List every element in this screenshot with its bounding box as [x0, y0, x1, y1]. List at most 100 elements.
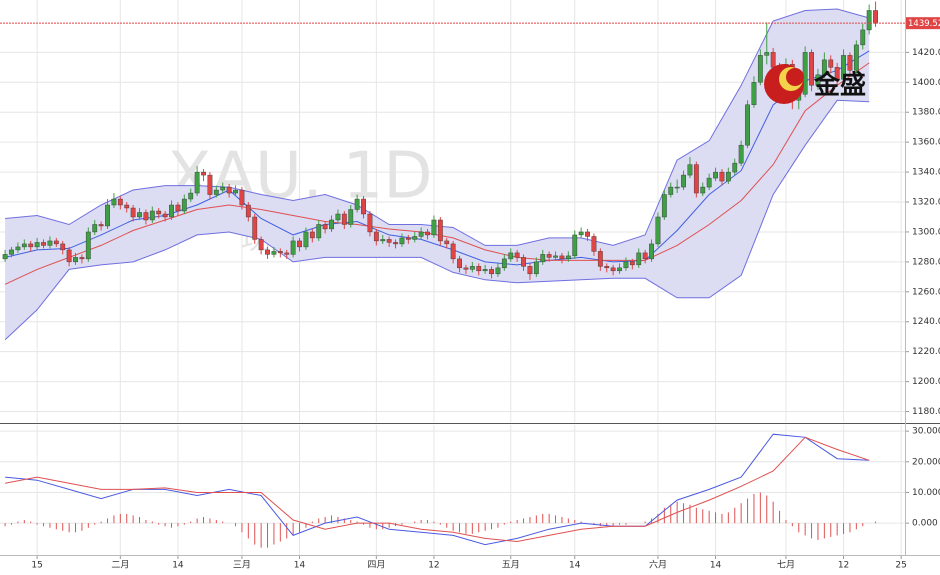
candle-body	[546, 254, 552, 258]
candle-body	[437, 219, 443, 242]
candle-body	[284, 252, 290, 255]
candle-body	[373, 231, 379, 242]
candle-body	[495, 267, 501, 275]
candle-body	[105, 204, 110, 227]
candle-body	[489, 269, 494, 275]
candle-body	[156, 210, 162, 215]
candle-body	[335, 213, 341, 221]
candle-body	[169, 204, 174, 218]
candle-body	[841, 55, 846, 80]
candle-body	[757, 55, 763, 83]
candle-body	[329, 219, 334, 230]
candle-body	[700, 186, 706, 194]
candle-body	[316, 224, 322, 239]
candle-body	[92, 224, 98, 233]
candle-body	[79, 257, 85, 260]
last-price-box	[906, 17, 940, 30]
candle-body	[386, 239, 392, 243]
x-tick-label: 14	[172, 561, 184, 571]
candle-body	[533, 261, 539, 275]
x-tick-label: 14	[710, 561, 722, 571]
candle-body	[764, 52, 770, 56]
candle-body	[828, 59, 834, 68]
y-tick-label: 1420.00	[912, 48, 940, 58]
candle-body	[527, 266, 533, 275]
candle-body	[514, 252, 520, 258]
y-tick-label: 1380.00	[912, 108, 940, 118]
candle-body	[431, 219, 437, 236]
candle-body	[277, 251, 283, 254]
candle-body	[444, 240, 450, 245]
candle-body	[290, 240, 296, 255]
band-upper	[5, 8, 870, 246]
candle-body	[322, 224, 328, 230]
candle-body	[501, 258, 507, 269]
y-tick-label: 1400.00	[912, 78, 940, 88]
candle-body	[655, 216, 661, 245]
candle-body	[809, 52, 814, 86]
candle-body	[73, 257, 78, 263]
candle-body	[399, 237, 405, 245]
candle-body	[482, 269, 488, 272]
candle-body	[418, 231, 424, 237]
candle-body	[815, 74, 821, 86]
x-tick-label: 六月	[649, 559, 667, 571]
moving-average	[4, 62, 870, 285]
y-tick-label: 1340.00	[912, 168, 940, 178]
candle-body	[85, 231, 91, 260]
candle-body	[802, 52, 808, 95]
candle-body	[245, 204, 251, 218]
candle-body	[725, 171, 731, 182]
band-fill	[5, 9, 870, 340]
candle-body	[732, 162, 738, 173]
y-tick-label: 0.000	[912, 519, 938, 529]
candle-body	[617, 267, 622, 272]
candle-body	[341, 213, 347, 225]
candle-body	[28, 243, 34, 248]
candle-body	[687, 164, 693, 176]
candle-body	[143, 212, 149, 221]
y-tick-label: 1260.00	[912, 287, 940, 297]
y-tick-label: 1240.00	[912, 317, 940, 327]
candle-body	[53, 240, 59, 245]
y-tick-label: 1320.00	[912, 198, 940, 208]
candle-body	[348, 209, 354, 225]
candle-body	[738, 144, 744, 164]
logo-mark	[786, 68, 804, 86]
candle-body	[233, 189, 238, 194]
candle-body	[834, 67, 840, 80]
x-tick-label: 三月	[233, 560, 251, 571]
candle-body	[194, 171, 200, 194]
candle-body	[2, 254, 8, 260]
candle-body	[642, 252, 648, 260]
candle-body	[604, 266, 610, 269]
candle-body	[98, 224, 104, 227]
candle-body	[636, 252, 642, 266]
candle-body	[21, 243, 27, 248]
candle-body	[258, 239, 264, 251]
candle-body	[162, 213, 168, 218]
candle-body	[597, 251, 603, 267]
candle-body	[706, 177, 712, 188]
candle-body	[553, 255, 558, 258]
candle-body	[751, 82, 757, 105]
candle-body	[130, 207, 136, 218]
candle-body	[303, 231, 309, 248]
candle-body	[297, 240, 302, 248]
y-tick-label: 1220.00	[912, 347, 940, 357]
candle-body	[770, 52, 776, 68]
candle-body	[34, 242, 40, 248]
candle-body	[585, 231, 590, 237]
candle-body	[265, 249, 270, 255]
candle-body	[412, 236, 418, 240]
y-tick-label: 1200.00	[912, 377, 940, 387]
candle-body	[521, 257, 526, 267]
candle-body	[188, 192, 194, 200]
candle-body	[213, 189, 219, 195]
candle-body	[450, 243, 456, 260]
candle-body	[367, 213, 373, 233]
x-tick-label: 14	[294, 561, 306, 571]
candle-body	[629, 261, 635, 266]
candle-body	[181, 198, 187, 212]
candle-body	[380, 239, 386, 242]
